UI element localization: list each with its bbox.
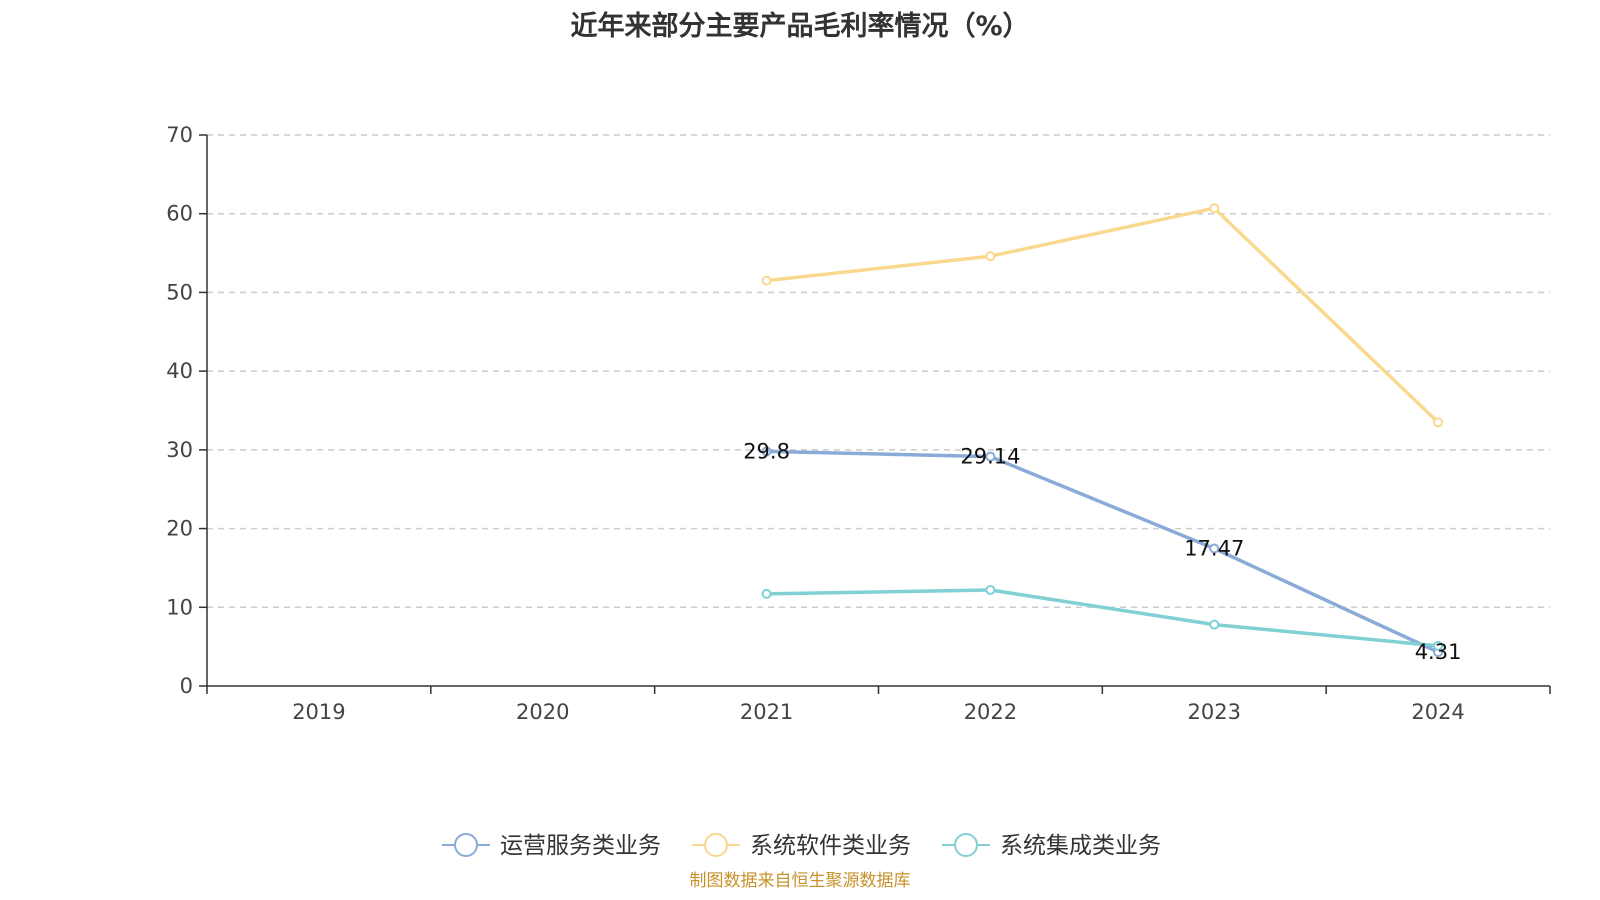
data-label: 29.8	[743, 439, 790, 463]
data-point	[985, 251, 996, 262]
data-point	[1433, 640, 1444, 651]
data-point	[985, 584, 996, 595]
data-label: 17.47	[1184, 536, 1244, 560]
legend-marker	[454, 833, 478, 857]
legend-marker	[704, 833, 728, 857]
x-tick-label: 2020	[516, 700, 569, 724]
data-point	[1209, 619, 1220, 630]
y-tick-label: 70	[166, 123, 193, 147]
data-label: 29.14	[960, 445, 1020, 469]
legend-label: 运营服务类业务	[500, 833, 661, 859]
legend-label: 系统集成类业务	[1000, 833, 1161, 859]
series-line-3	[764, 588, 1440, 648]
data-point	[761, 446, 772, 457]
data-point	[1209, 543, 1220, 554]
series-group	[761, 203, 1444, 658]
y-tick-label: 10	[166, 595, 193, 619]
data-label: 4.31	[1415, 640, 1462, 664]
y-tick-label: 60	[166, 202, 193, 226]
legend-item-3[interactable]: 系统集成类业务	[942, 833, 1161, 859]
data-labels: 29.8 29.14 17.47 4.31	[743, 439, 1461, 664]
data-point	[985, 451, 996, 462]
y-tick-label: 0	[180, 674, 193, 698]
data-point	[1433, 417, 1444, 428]
x-tick-label: 2022	[964, 700, 1017, 724]
data-point	[761, 588, 772, 599]
y-tick-label: 50	[166, 280, 193, 304]
y-tick-label: 40	[166, 359, 193, 383]
legend-marker	[954, 833, 978, 857]
data-point	[761, 275, 772, 286]
y-tick-label: 30	[166, 438, 193, 462]
axes: 0 10 20 30 40 50 60 70 2019 2020 2021 2022 2023 2024	[166, 123, 1551, 724]
data-point	[1209, 203, 1220, 214]
x-tick-label: 2023	[1188, 700, 1241, 724]
x-tick-label: 2019	[292, 700, 345, 724]
legend-item-1[interactable]: 运营服务类业务	[442, 833, 661, 859]
series-line-2	[764, 206, 1440, 425]
grid-lines	[207, 134, 1550, 609]
legend[interactable]: 运营服务类业务 系统软件类业务 系统集成类业务	[442, 833, 1161, 859]
chart-title: 近年来部分主要产品毛利率情况（%）	[570, 11, 1030, 42]
y-tick-label: 20	[166, 517, 193, 541]
x-tick-label: 2024	[1411, 700, 1464, 724]
source-note: 制图数据来自恒生聚源数据库	[689, 871, 911, 891]
series-line-1	[764, 449, 1440, 654]
x-tick-label: 2021	[740, 700, 793, 724]
legend-label: 系统软件类业务	[750, 833, 911, 859]
legend-item-2[interactable]: 系统软件类业务	[692, 833, 911, 859]
